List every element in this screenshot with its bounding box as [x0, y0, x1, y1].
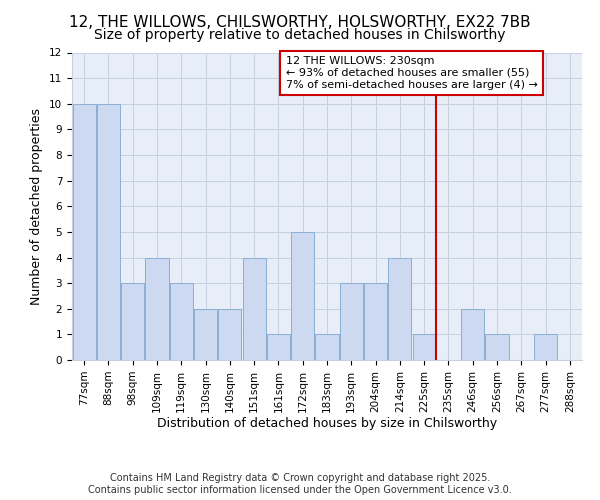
Text: Contains HM Land Registry data © Crown copyright and database right 2025.
Contai: Contains HM Land Registry data © Crown c…	[88, 474, 512, 495]
Bar	[218, 308, 241, 360]
Bar	[316, 334, 338, 360]
Bar	[534, 334, 557, 360]
Bar	[364, 283, 387, 360]
Text: 12 THE WILLOWS: 230sqm
← 93% of detached houses are smaller (55)
7% of semi-deta: 12 THE WILLOWS: 230sqm ← 93% of detached…	[286, 56, 538, 90]
Bar	[388, 258, 412, 360]
X-axis label: Distribution of detached houses by size in Chilsworthy: Distribution of detached houses by size …	[157, 418, 497, 430]
Bar	[340, 283, 363, 360]
Text: Size of property relative to detached houses in Chilsworthy: Size of property relative to detached ho…	[94, 28, 506, 42]
Bar	[242, 258, 266, 360]
Bar	[121, 283, 144, 360]
Text: 12, THE WILLOWS, CHILSWORTHY, HOLSWORTHY, EX22 7BB: 12, THE WILLOWS, CHILSWORTHY, HOLSWORTHY…	[69, 15, 531, 30]
Bar	[170, 283, 193, 360]
Y-axis label: Number of detached properties: Number of detached properties	[31, 108, 43, 304]
Bar	[194, 308, 217, 360]
Bar	[413, 334, 436, 360]
Bar	[73, 104, 95, 360]
Bar	[267, 334, 290, 360]
Bar	[461, 308, 484, 360]
Bar	[291, 232, 314, 360]
Bar	[97, 104, 120, 360]
Bar	[485, 334, 509, 360]
Bar	[145, 258, 169, 360]
